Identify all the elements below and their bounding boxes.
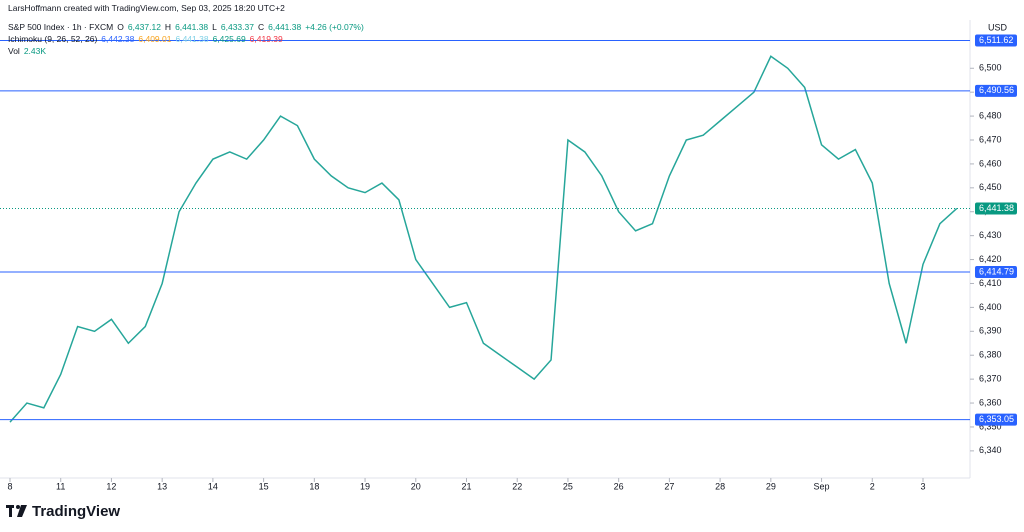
level-label-box — [975, 34, 1017, 47]
ohlc-field: C — [257, 22, 265, 32]
logo — [9, 505, 12, 517]
y-tick-label: 6,430 — [979, 230, 1002, 240]
x-tick-label: 12 — [106, 481, 116, 491]
y-tick-label: 6,380 — [979, 350, 1002, 360]
y-tick-label: 6,500 — [979, 63, 1002, 73]
indicator-row: Ichimoku (9, 26, 52, 26) 6,442.38 6,409.01… — [8, 34, 291, 44]
symbol-row: S&P 500 Index · 1h · FXCM O 6,437.12 H 6,441… — [8, 22, 372, 32]
x-tick-label: 18 — [309, 481, 319, 491]
x-tick-label: 19 — [360, 481, 370, 491]
x-tick-label: 25 — [563, 481, 573, 491]
level-label: 6,353.05 — [979, 414, 1014, 424]
ohlc-field: L — [212, 22, 217, 32]
x-tick-label: 29 — [766, 481, 776, 491]
indicator-values: 6,442.38 6,409.01 6,441.38 6,425.69 6,419.39 — [101, 34, 286, 44]
x-tick-label: 21 — [461, 481, 471, 491]
logo — [17, 505, 27, 517]
x-tick-label: 20 — [411, 481, 421, 491]
level-label: 6,511.62 — [979, 35, 1013, 45]
y-tick-label: 6,420 — [979, 254, 1002, 264]
x-tick-label: 8 — [7, 481, 12, 491]
x-tick-label: 11 — [56, 481, 65, 491]
x-tick-label: 2 — [870, 481, 875, 491]
brand: TradingView — [32, 503, 120, 520]
ohlc-field: 6,441.38 — [268, 22, 302, 32]
y-tick-label: 6,450 — [979, 182, 1002, 192]
volume-value: 2.43K — [23, 46, 47, 56]
x-tick-label: 28 — [715, 481, 725, 491]
symbol: S&P 500 Index · 1h · FXCM — [8, 22, 114, 32]
indicator-value: 6,425.69 — [212, 34, 246, 44]
level-label-box — [975, 413, 1017, 426]
volume-row: Vol 2.43K — [8, 46, 50, 56]
ohlc-field: O — [117, 22, 124, 32]
y-tick-label: 6,400 — [979, 302, 1002, 312]
y-tick-label: 6,480 — [979, 110, 1002, 120]
x-tick-label: 22 — [512, 481, 522, 491]
logo — [16, 505, 20, 509]
level-label: 6,441.38 — [979, 203, 1014, 213]
indicator: Ichimoku (9, 26, 52, 26) — [8, 34, 98, 44]
y-tick-label: 6,390 — [979, 326, 1002, 336]
x-tick-label: 3 — [920, 481, 925, 491]
indicator-value: 6,441.38 — [175, 34, 209, 44]
ohlc-field: 6,441.38 — [175, 22, 209, 32]
currency: USD — [988, 22, 1008, 32]
indicator-value: 6,409.01 — [138, 34, 172, 44]
ohlc-field: 6,433.37 — [220, 22, 254, 32]
ohlc: O 6,437.12 H 6,441.38 L 6,433.37 C 6,441.38 +4.2… — [117, 22, 368, 32]
ohlc-field: H — [164, 22, 172, 32]
x-tick-label: 27 — [664, 481, 674, 491]
indicator-value: 6,442.38 — [101, 34, 135, 44]
x-tick-label: 13 — [157, 481, 167, 491]
indicator-value: 6,419.39 — [249, 34, 283, 44]
level-label-box — [975, 84, 1017, 97]
y-tick-label: 6,340 — [979, 445, 1002, 455]
credit: LarsHoffmann created with TradingView.co… — [8, 3, 285, 13]
x-tick-label: 15 — [259, 481, 269, 491]
y-tick-label: 6,360 — [979, 397, 1002, 407]
level-label-box — [975, 266, 1017, 279]
ohlc-field: 6,437.12 — [127, 22, 161, 32]
y-tick-label: 6,350 — [979, 421, 1002, 431]
y-tick-label: 6,460 — [979, 158, 1002, 168]
y-tick-label: 6,410 — [979, 278, 1002, 288]
x-tick-label: 14 — [208, 481, 218, 491]
price-line — [9, 55, 958, 423]
volume-label: Vol — [8, 46, 20, 56]
level-label-box — [975, 202, 1017, 215]
level-label: 6,414.79 — [979, 266, 1014, 276]
x-tick-label: 26 — [614, 481, 624, 491]
level-label: 6,490.56 — [979, 85, 1014, 95]
y-tick-label: 6,370 — [979, 374, 1002, 384]
x-tick-label: Sep — [814, 481, 830, 491]
ohlc-field: +4.26 (+0.07%) — [305, 22, 364, 32]
y-tick-label: 6,470 — [979, 134, 1002, 144]
